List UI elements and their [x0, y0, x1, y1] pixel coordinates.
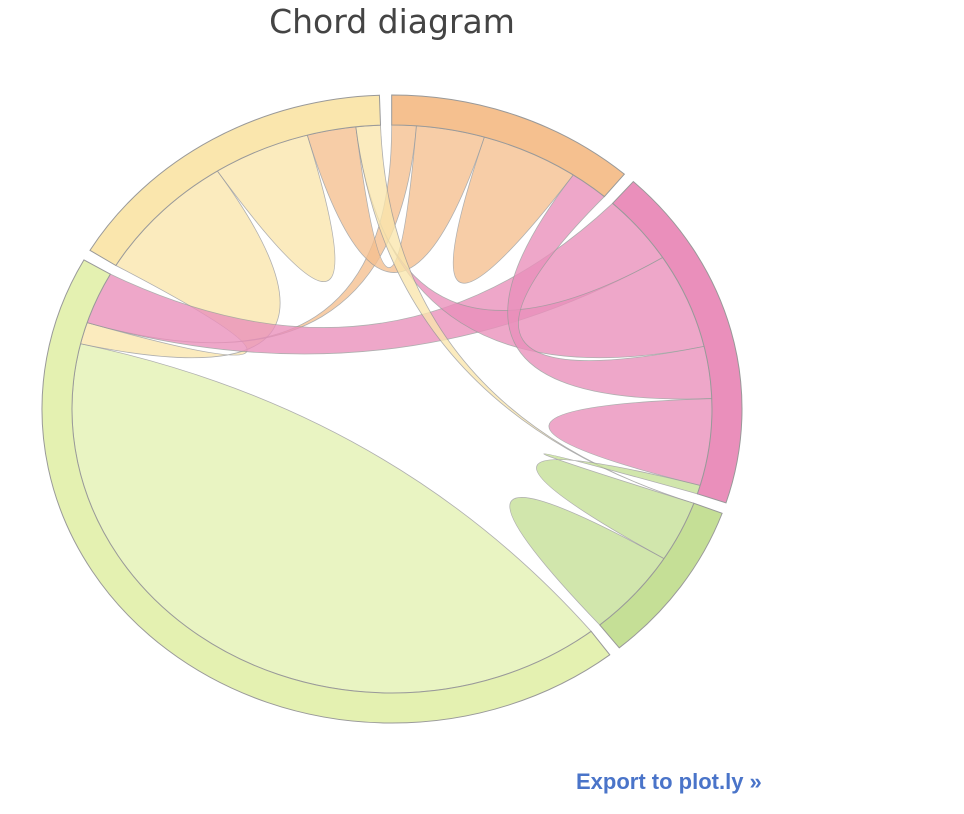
group-arc-g3	[391, 94, 626, 198]
group-arc-g4	[611, 180, 743, 504]
chart-title: Chord diagram	[269, 2, 515, 41]
export-to-plotly-link[interactable]: Export to plot.ly »	[576, 769, 762, 794]
group-arc-g2	[89, 94, 382, 267]
chord-group-arcs	[41, 94, 743, 724]
chord-ribbons	[71, 124, 713, 694]
group-arc-g5	[599, 502, 723, 649]
group-arc-g1	[41, 259, 611, 724]
chord-ribbon-g2-g5	[355, 124, 694, 504]
